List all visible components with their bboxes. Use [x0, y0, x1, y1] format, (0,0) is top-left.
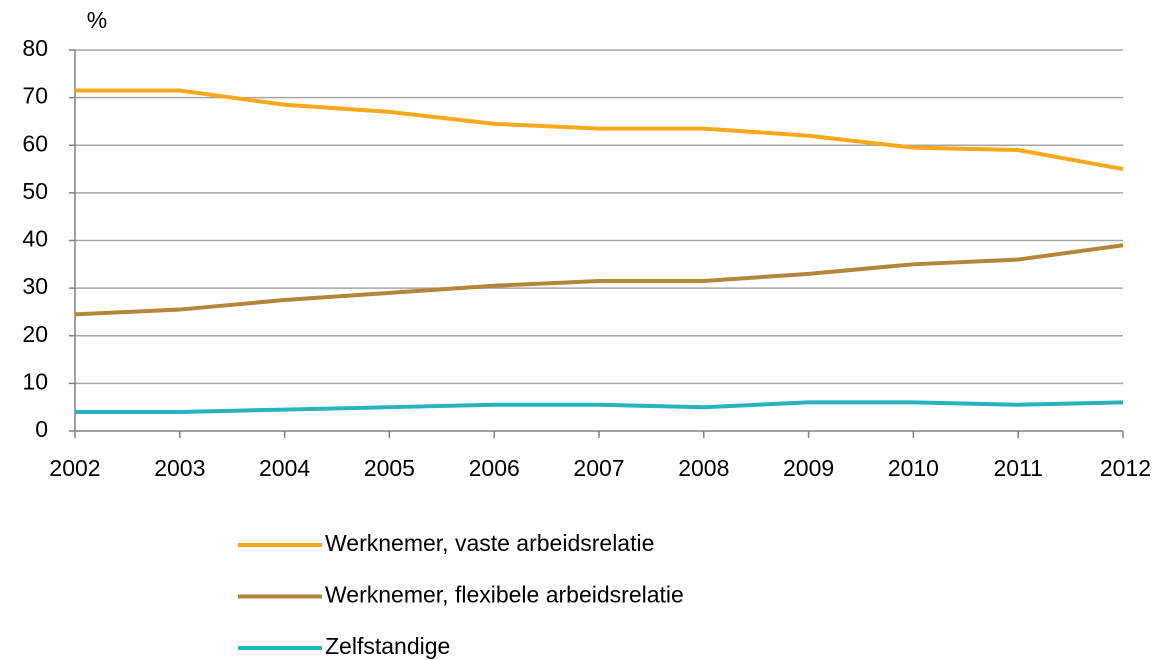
y-tick-label: 20: [22, 321, 48, 347]
legend-label: Zelfstandige: [325, 633, 450, 659]
y-tick-label: 30: [22, 273, 48, 299]
x-tick-label: 2010: [888, 455, 939, 481]
x-tick-label: 2007: [573, 455, 624, 481]
series-line: [75, 400, 1124, 414]
x-tick-label: 2011: [993, 455, 1042, 481]
legend-label: Werknemer, flexibele arbeidsrelatie: [325, 582, 684, 608]
x-tick-label: 2003: [154, 455, 205, 481]
x-tick-label: 2008: [678, 455, 729, 481]
x-tick-label: 2006: [469, 455, 520, 481]
x-tick-label: 2005: [364, 455, 415, 481]
x-tick-label: 2012: [1100, 455, 1151, 481]
y-tick-label: 10: [22, 368, 48, 394]
y-tick-label: 40: [22, 226, 48, 252]
x-tick-label: 2002: [49, 455, 100, 481]
y-tick-label: 0: [35, 416, 48, 442]
legend-label: Werknemer, vaste arbeidsrelatie: [325, 530, 654, 556]
x-tick-label: 2004: [259, 455, 310, 481]
y-tick-label: 60: [22, 130, 48, 156]
y-tick-label: 70: [22, 83, 48, 109]
y-tick-label: 80: [22, 35, 48, 61]
y-tick-label: 50: [22, 178, 48, 204]
y-axis-label: %: [87, 7, 107, 33]
series-line: [74, 243, 1124, 317]
series-line: [75, 88, 1124, 172]
x-tick-label: 2009: [783, 455, 834, 481]
